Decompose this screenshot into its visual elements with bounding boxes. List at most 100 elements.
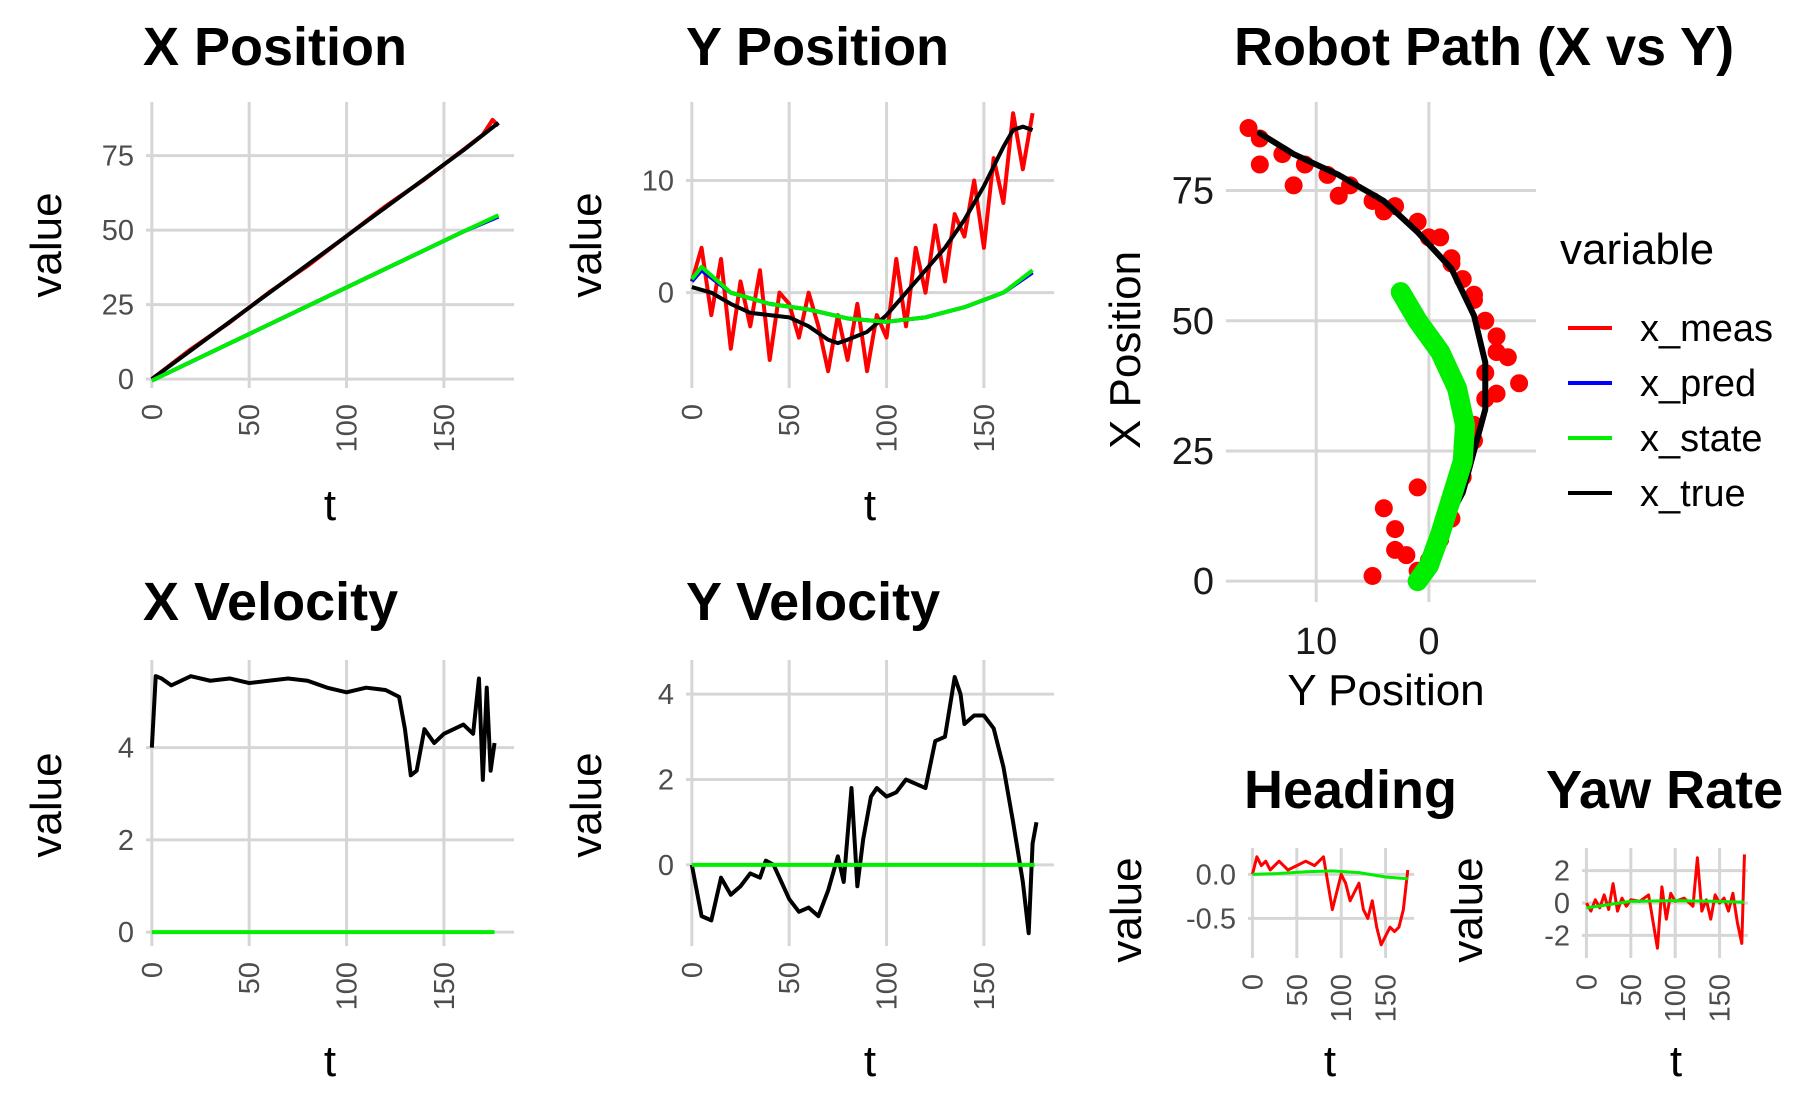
path-point-x_meas — [1374, 499, 1393, 518]
line-series-x_state — [1252, 869, 1408, 881]
ylabel-y-velocity: value — [562, 752, 611, 857]
y-tick-label: 25 — [1172, 431, 1214, 473]
x-tick-label: 100 — [872, 404, 904, 452]
x-tick-label: 0 — [677, 962, 709, 978]
panel-y-velocity: Y Velocity 0 2 4 0 50 100 150 t value — [562, 572, 1054, 1086]
x-tick-label: 0 — [137, 962, 169, 978]
legend-label-x_pred: x_pred — [1640, 363, 1756, 405]
panel-x-velocity: X Velocity 0 2 4 0 50 100 150 t value — [22, 572, 514, 1086]
title-yaw-rate: Yaw Rate — [1546, 760, 1783, 820]
ylabel-robot-path: X Position — [1101, 251, 1150, 449]
panel-yaw-rate: Yaw Rate 20-20 50 100 150 t value — [1443, 760, 1783, 1086]
xlabel-x-position: t — [324, 481, 336, 530]
legend: variable x_meas x_pred x_state x_true — [1560, 225, 1773, 515]
x-tick-label: 100 — [1326, 974, 1358, 1022]
line-series-x_meas — [689, 111, 1035, 374]
title-y-position: Y Position — [686, 17, 949, 77]
ylabel-heading: value — [1102, 857, 1151, 962]
x-tick-label: 50 — [1282, 974, 1314, 1006]
x-tick-label: 50 — [774, 404, 806, 436]
path-point-x_meas — [1487, 343, 1506, 361]
legend-title: variable — [1560, 225, 1714, 274]
y-tick-label: 0 — [658, 278, 674, 310]
path-series-x_state — [1390, 282, 1475, 592]
y-tick-label: 2 — [658, 765, 674, 797]
y-tick-label: 75 — [102, 141, 134, 173]
y-tick-label: 0 — [118, 917, 134, 949]
legend-label-x_true: x_true — [1640, 473, 1746, 515]
y-tick-label: 0.0 — [1196, 859, 1236, 891]
legend-label-x_meas: x_meas — [1640, 308, 1773, 350]
path-point-x_meas — [1386, 540, 1405, 559]
y-tick-label: 4 — [118, 733, 134, 765]
x-tick-label: 150 — [1371, 974, 1403, 1022]
path-point-x_meas — [1363, 566, 1382, 585]
x-tick-label: 150 — [429, 404, 461, 452]
xlabel-robot-path: Y Position — [1287, 666, 1484, 715]
y-tick-label: 0 — [118, 364, 134, 396]
ylabel-y-position: value — [562, 192, 611, 297]
y-tick-label: 0 — [1554, 888, 1570, 920]
ylabel-yaw-rate: value — [1443, 857, 1492, 962]
line-series-x_true — [149, 674, 497, 782]
y-tick-label: 25 — [102, 290, 134, 322]
y-tick-label: 4 — [658, 679, 674, 711]
x-tick-label: 10 — [1295, 621, 1337, 663]
line-series-x_true — [689, 675, 1039, 936]
x-tick-label: 50 — [774, 962, 806, 994]
xlabel-x-velocity: t — [324, 1037, 336, 1086]
line-series-x_true — [691, 124, 1034, 346]
title-x-velocity: X Velocity — [143, 572, 398, 632]
y-tick-label: 10 — [642, 166, 674, 198]
y-tick-label: 50 — [102, 215, 134, 247]
x-tick-label: 150 — [969, 404, 1001, 452]
title-robot-path: Robot Path (X vs Y) — [1234, 17, 1734, 77]
path-point-x_meas — [1510, 374, 1529, 393]
x-tick-label: 0 — [1571, 974, 1603, 990]
title-y-velocity: Y Velocity — [686, 572, 940, 632]
x-tick-label: 50 — [234, 404, 266, 436]
y-tick-label: 2 — [118, 825, 134, 857]
path-point-x_meas — [1250, 155, 1269, 174]
x-tick-label: 150 — [1705, 974, 1737, 1022]
path-point-x_meas — [1329, 186, 1348, 205]
line-series-x_state — [150, 213, 500, 383]
x-tick-label: 50 — [234, 962, 266, 994]
x-tick-label: 100 — [332, 404, 364, 452]
y-tick-label: 50 — [1172, 301, 1214, 343]
legend-label-x_state: x_state — [1640, 418, 1763, 460]
ylabel-x-position: value — [22, 192, 71, 297]
path-point-x_meas — [1284, 176, 1303, 195]
title-x-position: X Position — [143, 17, 407, 77]
y-tick-label: -0.5 — [1186, 903, 1236, 935]
xlabel-heading: t — [1324, 1037, 1336, 1086]
x-tick-label: 0 — [1237, 974, 1269, 990]
x-tick-label: 100 — [872, 962, 904, 1010]
x-tick-label: 150 — [969, 962, 1001, 1010]
y-tick-label: 0 — [1193, 561, 1214, 603]
x-tick-label: 50 — [1616, 974, 1648, 1006]
path-point-x_meas — [1476, 311, 1495, 330]
x-tick-label: 0 — [137, 404, 169, 420]
y-tick-label: 2 — [1554, 856, 1570, 888]
line-series-x_state — [690, 264, 1034, 324]
x-tick-label: 100 — [1660, 974, 1692, 1022]
y-tick-label: 75 — [1172, 171, 1214, 213]
line-series-x_true — [150, 121, 500, 381]
panel-heading: Heading 0.0 -0.5 0 50 100 150 t value — [1102, 760, 1457, 1086]
x-tick-label: 150 — [429, 962, 461, 1010]
path-point-x_meas — [1386, 520, 1405, 539]
y-tick-label: 0 — [658, 850, 674, 882]
line-series-x_state — [1586, 899, 1745, 910]
xlabel-yaw-rate: t — [1670, 1037, 1682, 1086]
path-point-x_meas — [1408, 478, 1427, 497]
x-tick-label: 0 — [677, 404, 709, 420]
x-tick-label: 0 — [1418, 621, 1439, 663]
title-heading: Heading — [1244, 760, 1457, 820]
x-tick-label: 100 — [332, 962, 364, 1010]
y-tick-label: -2 — [1544, 920, 1570, 952]
ylabel-x-velocity: value — [22, 752, 71, 857]
